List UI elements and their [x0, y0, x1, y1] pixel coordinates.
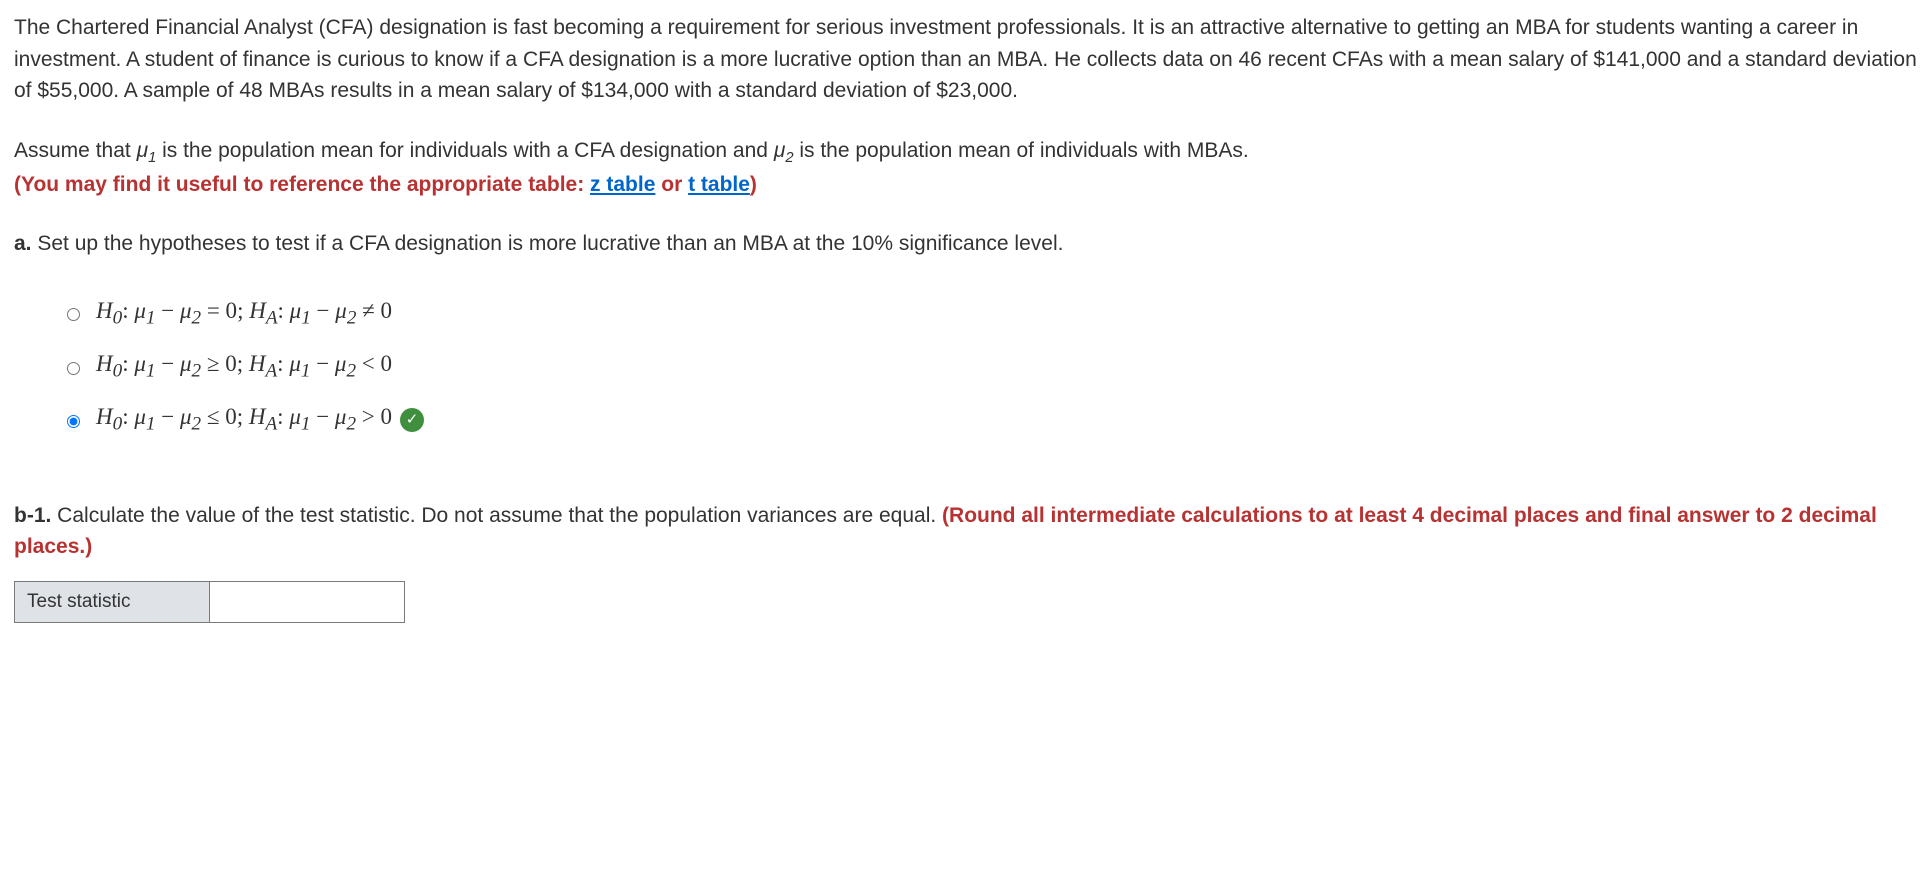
hypothesis-options: H0: μ1 − μ2 = 0; HA: μ1 − μ2 ≠ 0 H0: μ1 …: [62, 294, 1918, 440]
z-table-link[interactable]: z table: [590, 173, 655, 196]
hint-text: (You may find it useful to reference the…: [14, 173, 757, 196]
correct-check-icon: ✓: [400, 408, 424, 432]
question-part-a: a. Set up the hypotheses to test if a CF…: [14, 228, 1918, 260]
intro-text-2b: is the population mean for individuals w…: [156, 139, 774, 162]
option-1: H0: μ1 − μ2 = 0; HA: μ1 − μ2 ≠ 0: [62, 294, 1918, 333]
option-2-text: H0: μ1 − μ2 ≥ 0; HA: μ1 − μ2 < 0: [96, 347, 392, 386]
test-statistic-label: Test statistic: [15, 581, 210, 623]
test-statistic-input[interactable]: [210, 581, 405, 623]
question-part-b1: b-1. Calculate the value of the test sta…: [14, 500, 1918, 563]
intro-paragraph-2: Assume that μ1 is the population mean fo…: [14, 135, 1918, 201]
intro-text-2c: is the population mean of individuals wi…: [794, 139, 1249, 162]
option-3-text: H0: μ1 − μ2 ≤ 0; HA: μ1 − μ2 > 0: [96, 400, 392, 439]
option-1-radio[interactable]: [67, 308, 80, 321]
t-table-link[interactable]: t table: [688, 173, 750, 196]
option-2: H0: μ1 − μ2 ≥ 0; HA: μ1 − μ2 < 0: [62, 347, 1918, 386]
mu2-symbol: μ2: [774, 139, 794, 162]
intro-text-2a: Assume that: [14, 139, 137, 162]
option-3: H0: μ1 − μ2 ≤ 0; HA: μ1 − μ2 > 0 ✓: [62, 400, 1918, 439]
part-b1-label: b-1.: [14, 504, 51, 527]
intro-text-1: The Chartered Financial Analyst (CFA) de…: [14, 16, 1917, 102]
part-b1-text: Calculate the value of the test statisti…: [51, 504, 942, 527]
option-3-radio[interactable]: [67, 415, 80, 428]
part-a-text: Set up the hypotheses to test if a CFA d…: [32, 232, 1064, 255]
test-statistic-table: Test statistic: [14, 581, 405, 624]
option-2-radio[interactable]: [67, 362, 80, 375]
intro-paragraph-1: The Chartered Financial Analyst (CFA) de…: [14, 12, 1918, 107]
part-a-label: a.: [14, 232, 32, 255]
option-1-text: H0: μ1 − μ2 = 0; HA: μ1 − μ2 ≠ 0: [96, 294, 392, 333]
table-row: Test statistic: [15, 581, 405, 623]
mu1-symbol: μ1: [137, 139, 157, 162]
